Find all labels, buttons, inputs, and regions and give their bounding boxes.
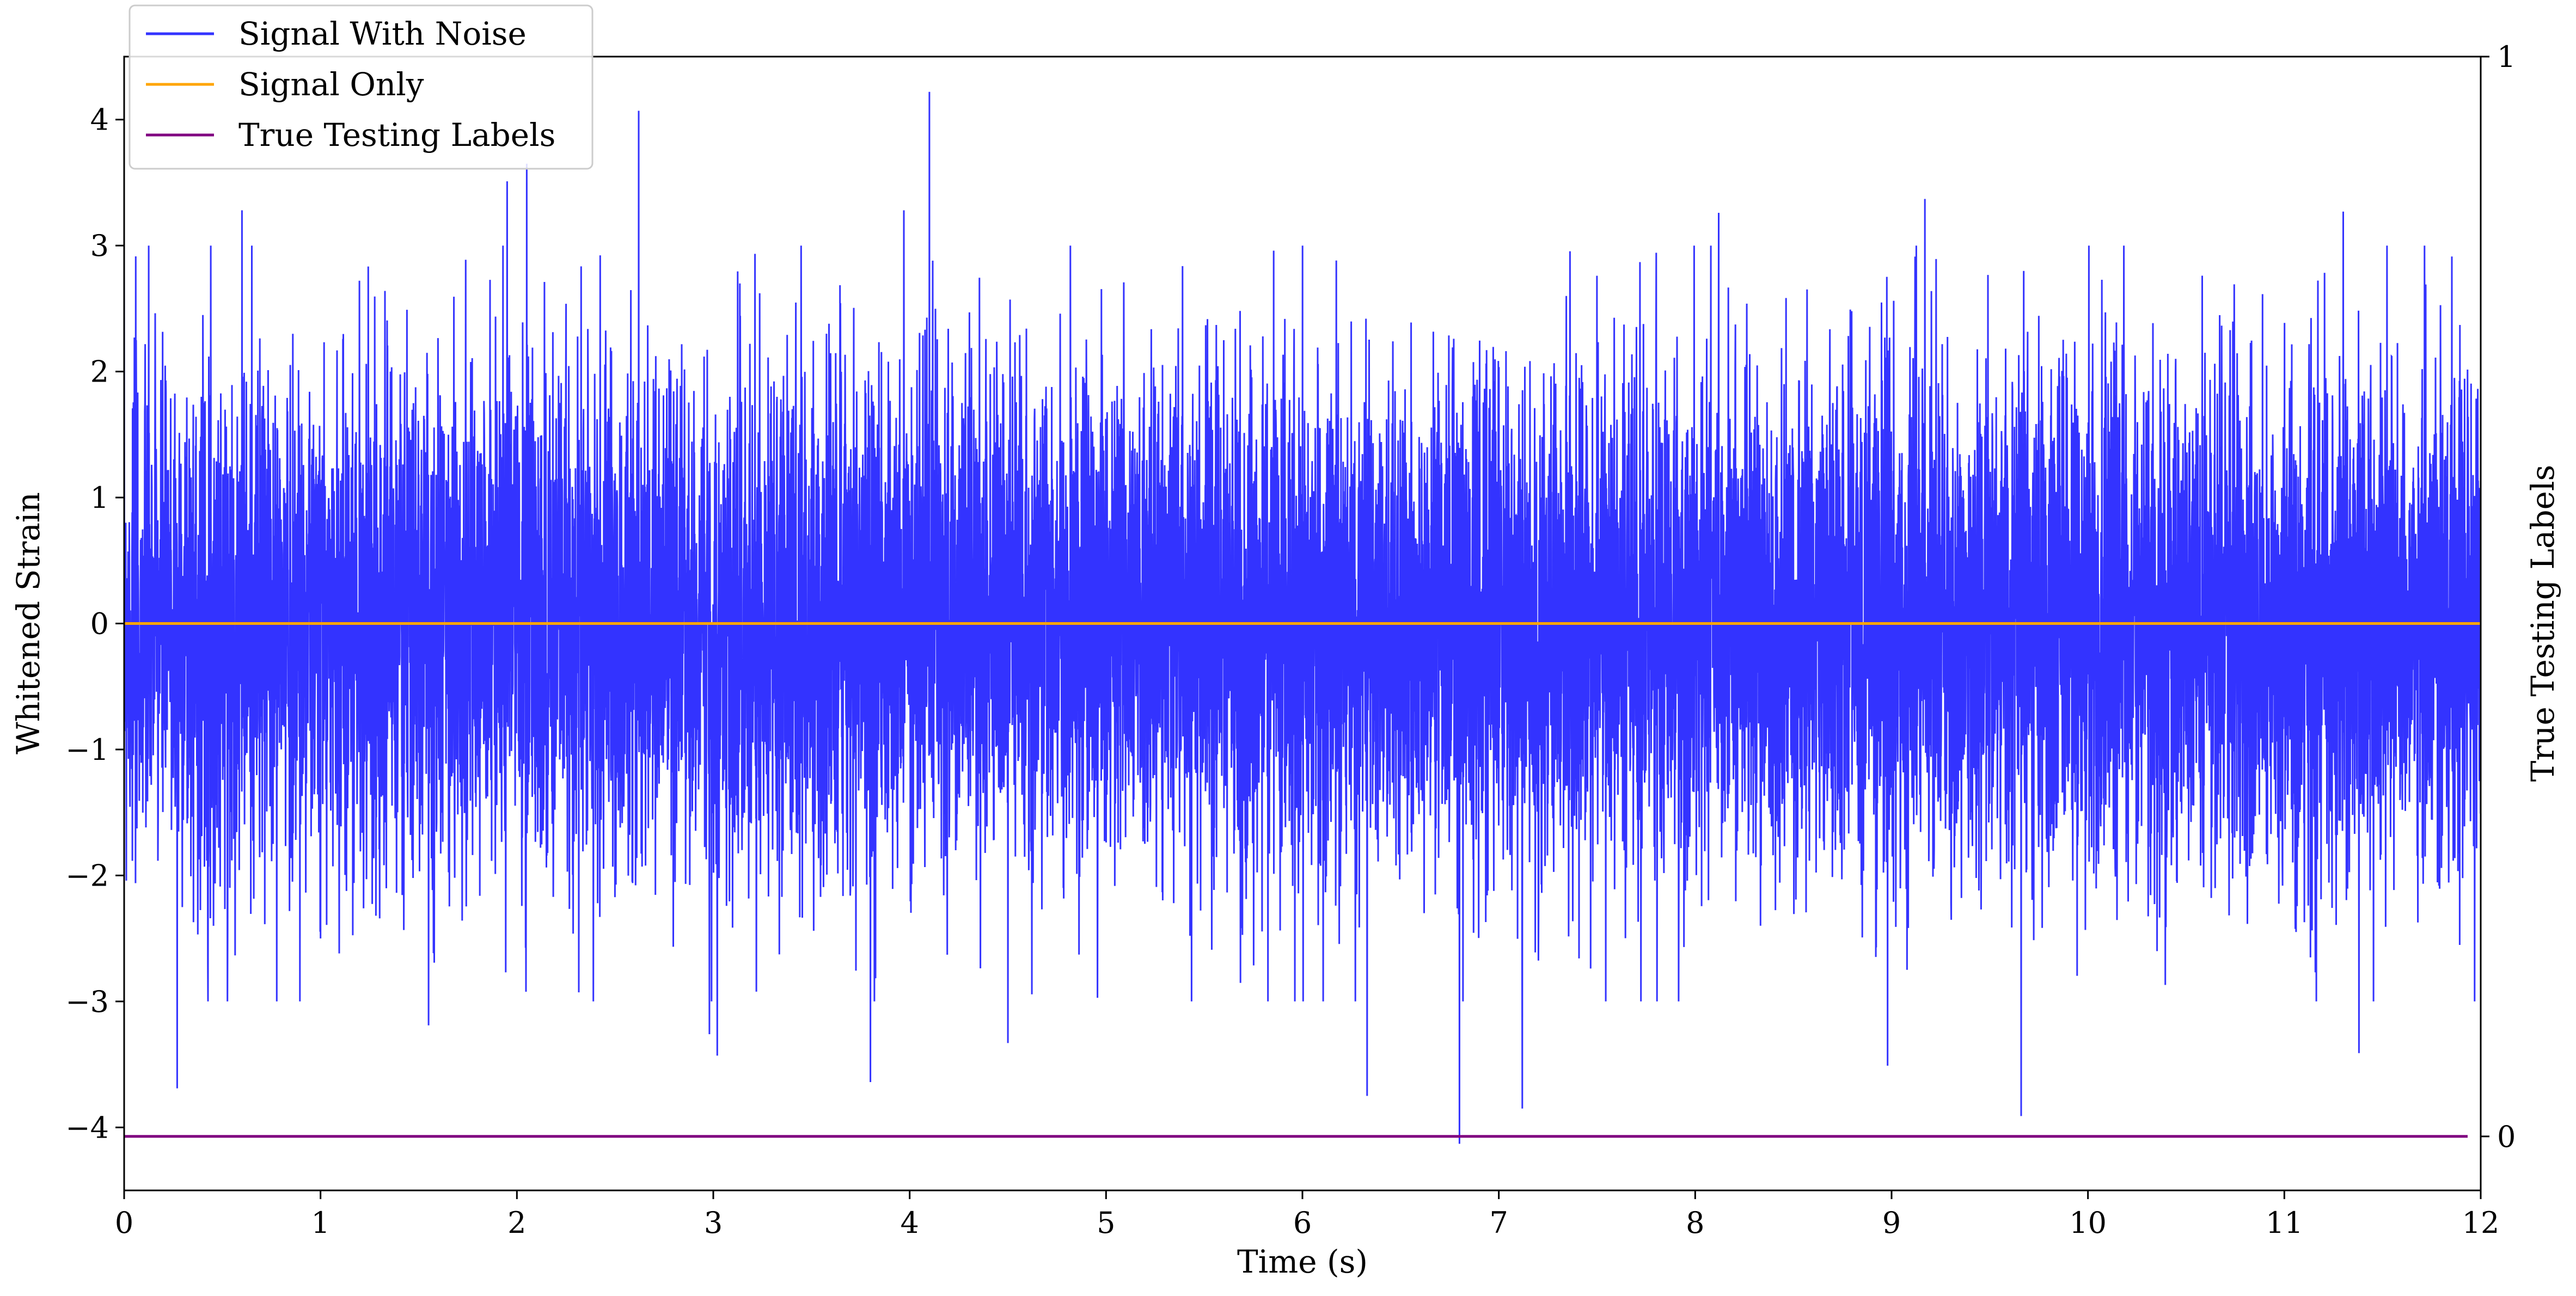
y-axis-right: 01 [2481,40,2516,1154]
y-axis-label: Whitened Strain [10,492,47,754]
x-tick-label: 11 [2266,1206,2303,1240]
y2-axis-label: True Testing Labels [2524,465,2561,782]
x-tick-label: 10 [2069,1206,2107,1240]
legend-item-signal-with-noise: Signal With Noise [146,15,527,52]
x-tick-label: 6 [1293,1206,1312,1240]
legend-label: True Testing Labels [238,116,555,153]
y-tick-label: −1 [65,733,109,767]
y-tick-label: 0 [90,607,109,641]
series-line-signal-with-noise [124,91,2481,1144]
x-tick-label: 12 [2462,1206,2500,1240]
legend-box [129,4,593,170]
x-tick-label: 3 [704,1206,723,1240]
legend-label: Signal With Noise [238,15,527,52]
x-tick-label: 2 [507,1206,526,1240]
x-tick-label: 5 [1097,1206,1115,1240]
y-axis-left: −4 −3 −2 −1 0 1 2 3 4 [65,103,124,1145]
x-tick-label: 7 [1489,1206,1508,1240]
legend-item-true-testing-labels: True Testing Labels [146,116,555,153]
x-tick-label: 8 [1686,1206,1704,1240]
x-tick-label: 9 [1882,1206,1901,1240]
legend: Signal With Noise Signal Only True Testi… [129,4,593,170]
y-tick-label: 3 [90,229,109,263]
legend-item-signal-only: Signal Only [146,66,424,103]
y2-tick-label: 1 [2497,40,2516,74]
x-axis: 0 1 2 3 4 5 6 7 8 9 10 11 12 [115,1190,2500,1240]
x-axis-label: Time (s) [1237,1243,1368,1280]
y-tick-label: 2 [90,355,109,389]
y-tick-label: 1 [90,481,109,515]
x-tick-label: 0 [115,1206,133,1240]
x-tick-label: 4 [900,1206,919,1240]
series-layer [124,91,2481,1144]
y-tick-label: −2 [65,858,109,893]
plot-area [123,56,2482,1191]
y2-tick-label: 0 [2497,1120,2516,1154]
y-tick-label: −3 [65,985,109,1019]
y-tick-label: −4 [65,1110,109,1145]
y-tick-label: 4 [90,103,109,137]
x-tick-label: 1 [311,1206,329,1240]
legend-label: Signal Only [238,66,424,103]
